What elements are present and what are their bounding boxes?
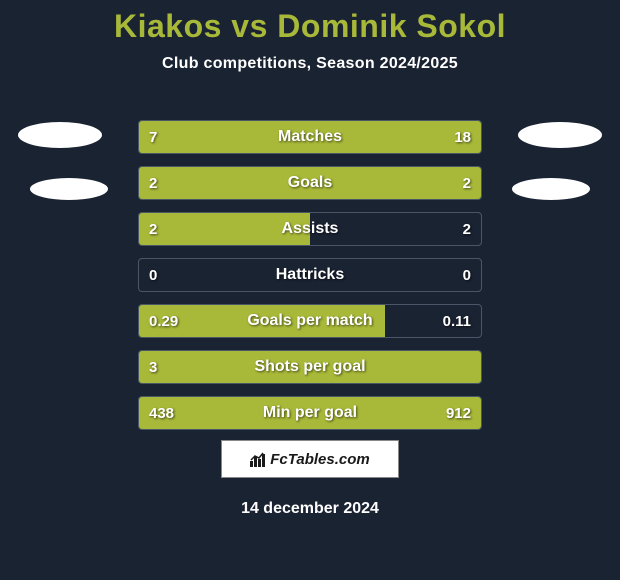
stat-label: Goals — [139, 167, 481, 199]
stat-row: 3Shots per goal — [138, 350, 482, 384]
stats-container: 718Matches 22Goals 22Assists 00Hattricks 0.2… — [138, 120, 482, 442]
stat-row: 00Hattricks — [138, 258, 482, 292]
stat-row: 0.290.11Goals per match — [138, 304, 482, 338]
stat-label: Hattricks — [139, 259, 481, 291]
stat-label: Min per goal — [139, 397, 481, 429]
brand-text: FcTables.com — [270, 451, 369, 468]
chart-icon — [250, 451, 268, 467]
team-logo-left-1 — [18, 122, 102, 148]
stat-row: 22Assists — [138, 212, 482, 246]
stat-label: Shots per goal — [139, 351, 481, 383]
subtitle: Club competitions, Season 2024/2025 — [0, 55, 620, 73]
date-text: 14 december 2024 — [0, 500, 620, 518]
brand-badge: FcTables.com — [221, 440, 399, 478]
stat-row: 22Goals — [138, 166, 482, 200]
team-logo-right-1 — [518, 122, 602, 148]
stat-row: 438912Min per goal — [138, 396, 482, 430]
stat-label: Matches — [139, 121, 481, 153]
stat-label: Goals per match — [139, 305, 481, 337]
page-title: Kiakos vs Dominik Sokol — [0, 0, 620, 45]
team-logo-left-2 — [30, 178, 108, 200]
stat-row: 718Matches — [138, 120, 482, 154]
stat-label: Assists — [139, 213, 481, 245]
team-logo-right-2 — [512, 178, 590, 200]
